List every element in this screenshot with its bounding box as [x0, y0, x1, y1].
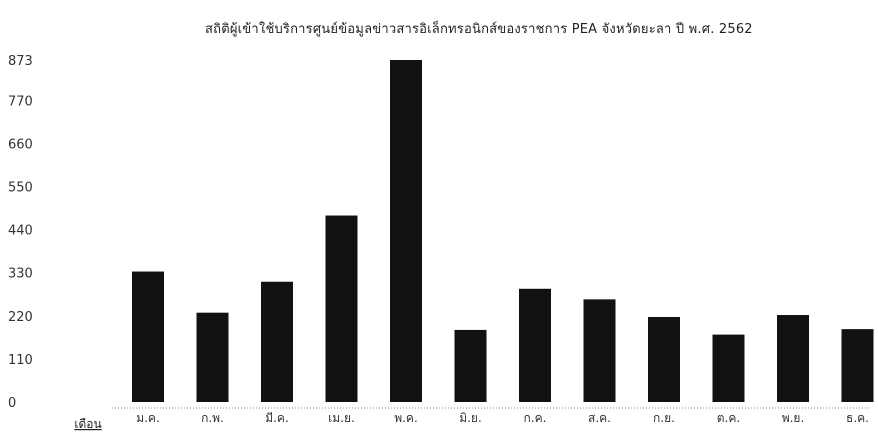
x-tick-label: ก.ค. [524, 411, 547, 425]
bar-12 [841, 329, 874, 402]
bar-2 [196, 312, 229, 402]
bar-5 [390, 60, 422, 402]
x-tick-label: พ.ค. [394, 411, 418, 425]
x-axis-label: เดือน [74, 417, 101, 431]
bar-1 [132, 271, 164, 402]
y-tick-label: 440 [8, 224, 33, 239]
bar-11 [777, 315, 809, 402]
bar-7 [519, 288, 551, 402]
y-tick-label: 873 [8, 54, 33, 69]
x-tick-label: ธ.ค. [846, 411, 869, 425]
x-tick-label: ม.ค. [136, 411, 160, 425]
y-tick-label: 220 [8, 310, 33, 325]
x-tick-label: พ.ย. [782, 411, 805, 425]
x-tick-label: ก.พ. [201, 411, 224, 425]
bar-3 [261, 281, 293, 402]
y-tick-label: 660 [8, 137, 33, 152]
bar-9 [648, 316, 680, 402]
bar-10 [712, 334, 745, 402]
bar-4 [325, 215, 358, 402]
y-tick-label: 330 [8, 267, 33, 282]
chart-title: สถิติผู้เข้าใช้บริการศูนย์ข้อมูลข่าวสารอ… [205, 22, 753, 37]
y-tick-label: 550 [8, 181, 33, 196]
bar-6 [454, 329, 487, 402]
x-tick-label: ส.ค. [588, 411, 611, 425]
bar-8 [583, 299, 616, 402]
y-tick-label: 110 [8, 353, 33, 368]
x-tick-label: เม.ย. [328, 411, 355, 425]
x-tick-label: ก.ย. [653, 411, 675, 425]
y-tick-label: 0 [8, 396, 16, 411]
x-tick-label: ต.ค. [717, 411, 740, 425]
x-tick-label: มี.ค. [265, 411, 289, 425]
y-tick-label: 770 [8, 94, 33, 109]
x-tick-label: มิ.ย. [459, 411, 482, 425]
